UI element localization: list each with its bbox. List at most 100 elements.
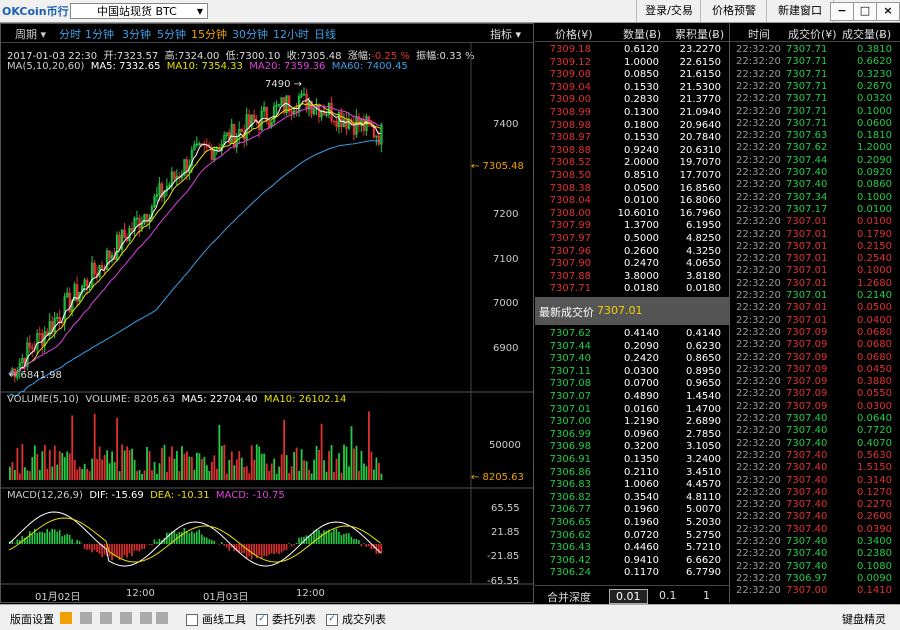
macd-bar <box>56 532 58 544</box>
macd-bar <box>29 531 31 544</box>
volume-bar <box>189 457 191 480</box>
volume-bar <box>119 471 121 480</box>
trade-time: 22:32:20 <box>736 450 781 462</box>
trade-time: 22:32:20 <box>736 167 781 179</box>
candle-body <box>218 148 220 150</box>
checkbox-unchecked-icon <box>186 614 198 626</box>
macd-bar <box>121 544 123 558</box>
macd-bar <box>154 539 156 544</box>
market-select[interactable]: 中国站现货 BTC▼ <box>70 3 208 19</box>
order-price: 7308.99 <box>539 107 591 119</box>
volume-bar <box>64 457 66 480</box>
volume-bar <box>198 453 200 480</box>
order-amount: 0.2110 <box>603 467 659 479</box>
trade-volume: 0.0500 <box>857 302 892 314</box>
depth-option[interactable]: 0.01 <box>609 589 648 604</box>
new-window-button[interactable]: 新建窗口 <box>766 0 834 22</box>
login-trade-button[interactable]: 登录/交易 <box>636 0 701 22</box>
trade-volume: 0.0090 <box>857 573 892 585</box>
trade-volume: 0.2670 <box>857 81 892 93</box>
order-amount: 0.0500 <box>603 183 659 195</box>
order-price: 7307.44 <box>539 341 591 353</box>
macd-bar <box>308 536 310 544</box>
volume-bar <box>328 451 330 480</box>
minimize-button[interactable]: − <box>830 2 854 21</box>
volume-bar <box>353 449 355 480</box>
trade-volume: 0.4070 <box>857 438 892 450</box>
macd-bar <box>368 544 370 546</box>
volume-bar <box>159 463 161 480</box>
order-cumulative: 5.7210 <box>663 542 721 554</box>
maximize-button[interactable]: □ <box>853 2 877 21</box>
volume-bar <box>271 463 273 480</box>
trade-time: 22:32:20 <box>736 475 781 487</box>
trade-volume: 1.2000 <box>857 142 892 154</box>
layout-settings[interactable]: 版面设置 <box>10 611 54 627</box>
order-list-toggle[interactable]: ✓委托列表 <box>256 611 316 627</box>
price-alert-button[interactable]: 价格预警 <box>700 0 767 22</box>
depth-option[interactable]: 1 <box>703 589 710 602</box>
trade-price: 7307.01 <box>786 265 827 277</box>
close-button[interactable]: × <box>876 2 900 21</box>
order-price: 7307.62 <box>539 328 591 340</box>
order-amount: 0.0300 <box>603 366 659 378</box>
trade-time: 22:32:20 <box>736 142 781 154</box>
layout-icon[interactable] <box>60 612 170 627</box>
trade-price: 7307.44 <box>786 155 827 167</box>
draw-tool-toggle[interactable]: 画线工具 <box>186 611 246 627</box>
hotkey-wizard[interactable]: 键盘精灵 <box>842 611 886 627</box>
macd-bar <box>226 544 228 547</box>
macd-bar <box>111 544 113 560</box>
volume-bar <box>126 446 128 480</box>
trade-list-toggle[interactable]: ✓成交列表 <box>326 611 386 627</box>
price-tick: 7000 <box>493 298 518 309</box>
candlestick-chart[interactable] <box>1 24 533 602</box>
order-price: 7307.00 <box>539 416 591 428</box>
macd-bar <box>356 539 358 544</box>
trade-price: 7307.40 <box>786 438 827 450</box>
depth-option[interactable]: 0.1 <box>659 589 677 602</box>
